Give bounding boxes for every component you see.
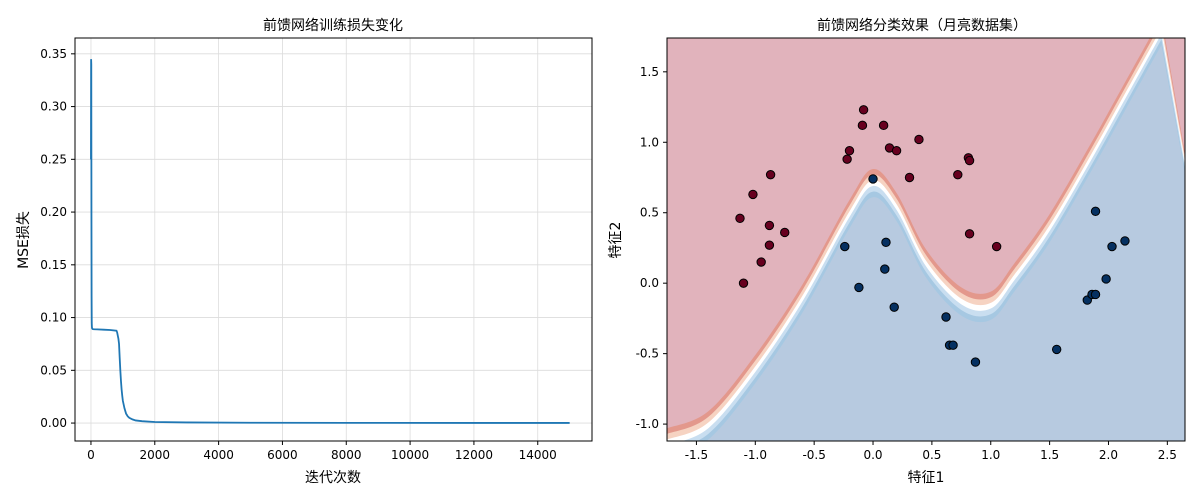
loss-series-line [90,59,570,424]
class1-point [1120,236,1130,246]
class1-point [948,340,958,350]
classification-y-tick-label: 0.0 [640,276,659,290]
loss-y-tick-label: 0.15 [40,258,67,272]
class0-point [764,240,775,250]
classification-chart-title: 前馈网络分类效果（月亮数据集） [817,17,1027,34]
class1-point [868,174,878,184]
decision-regions [667,38,1185,441]
loss-y-tick-label: 0.20 [40,205,67,219]
class1-point [1090,206,1101,217]
loss-x-tick-label: 6000 [267,448,298,462]
classification-x-tick-label: 1.0 [981,448,1000,462]
class0-point [844,146,855,156]
class0-point [858,105,869,115]
class0-point [765,169,776,180]
loss-x-tick-label: 14000 [519,448,557,462]
classification-plot-frame [666,37,1186,442]
loss-x-axis-label: 迭代次数 [305,470,361,486]
classification-y-tick-label: 0.5 [640,206,659,220]
loss-y-tick-label: 0.00 [40,416,67,430]
class1-point [1090,289,1101,300]
class1-point [1051,344,1062,355]
classification-chart: 前馈网络分类效果（月亮数据集） -1.5 -1.0 -0.5 0.0 0.5 1.0 1.5… [608,17,1186,486]
loss-ticks: 0 2000 4000 6000 8000 10000 12000 14000 0.00 0.05… [40,47,557,462]
loss-y-tick-label: 0.05 [40,363,67,377]
class1-point [889,302,899,312]
class0-point [904,172,915,183]
loss-gridlines [75,38,592,441]
loss-x-tick-label: 2000 [140,448,171,462]
classification-y-tick-label: 1.5 [640,65,659,79]
classification-x-tick-label: 0.5 [922,448,941,462]
class1-point [881,237,891,248]
classification-x-tick-label: -1.5 [685,448,708,462]
class1-point [970,357,981,367]
class0-point [964,155,975,166]
class0-point [738,278,749,288]
classification-x-tick-label: -0.5 [802,448,825,462]
class0-point [953,169,963,180]
loss-plot-frame [74,37,593,442]
loss-y-axis-label: MSE损失 [16,211,32,269]
classification-x-tick-label: -1.0 [744,448,767,462]
classification-x-tick-label: 2.5 [1158,448,1177,462]
loss-chart: 前馈网络训练损失变化 0 2000 4000 6000 8000 10000 12000 14… [16,17,593,486]
class0-point [764,220,775,231]
loss-y-tick-label: 0.30 [40,100,67,114]
class1-point [1107,241,1117,252]
classification-x-tick-label: 2.0 [1099,448,1118,462]
loss-y-tick-label: 0.25 [40,152,67,166]
class0-point [891,146,902,156]
loss-x-tick-label: 10000 [391,448,429,462]
loss-x-tick-label: 12000 [455,448,493,462]
class0-point [914,134,924,145]
class1-point [941,312,951,322]
loss-y-tick-label: 0.35 [40,47,67,61]
loss-x-tick-label: 8000 [331,448,362,462]
class1-point [880,264,890,274]
classification-y-axis-label: 特征2 [608,222,624,259]
loss-y-tick-label: 0.10 [40,311,67,325]
class0-point [842,154,852,164]
class0-point [991,241,1002,252]
class0-point [756,257,766,267]
class0-point [878,120,889,131]
classification-y-tick-label: -1.0 [636,417,659,431]
class1-point [840,241,850,252]
loss-chart-title: 前馈网络训练损失变化 [263,17,403,34]
classification-x-tick-label: 1.5 [1040,448,1059,462]
class0-point [964,229,975,239]
loss-x-tick-label: 4000 [203,448,234,462]
loss-line-layer [90,59,570,424]
loss-x-tick-label: 0 [87,448,95,462]
classification-y-tick-label: 1.0 [640,135,659,149]
class0-point [748,189,758,200]
classification-x-tick-label: 0.0 [863,448,882,462]
class1-region [706,45,1185,441]
class0-point [735,213,745,224]
classification-x-axis-label: 特征1 [908,470,945,486]
data-points [735,105,1130,367]
class1-point [854,282,864,293]
classification-y-tick-label: -0.5 [636,347,659,361]
class0-point [780,227,790,238]
class0-point [857,120,868,131]
classification-ticks: -1.5 -1.0 -0.5 0.0 0.5 1.0 1.5 2.0 2.5 -1.0 -0.5 0.… [636,65,1177,462]
class1-point [1101,274,1111,284]
